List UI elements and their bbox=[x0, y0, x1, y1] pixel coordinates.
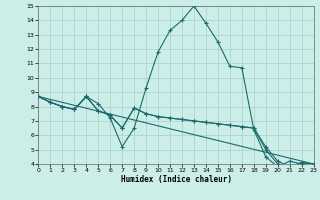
X-axis label: Humidex (Indice chaleur): Humidex (Indice chaleur) bbox=[121, 175, 231, 184]
